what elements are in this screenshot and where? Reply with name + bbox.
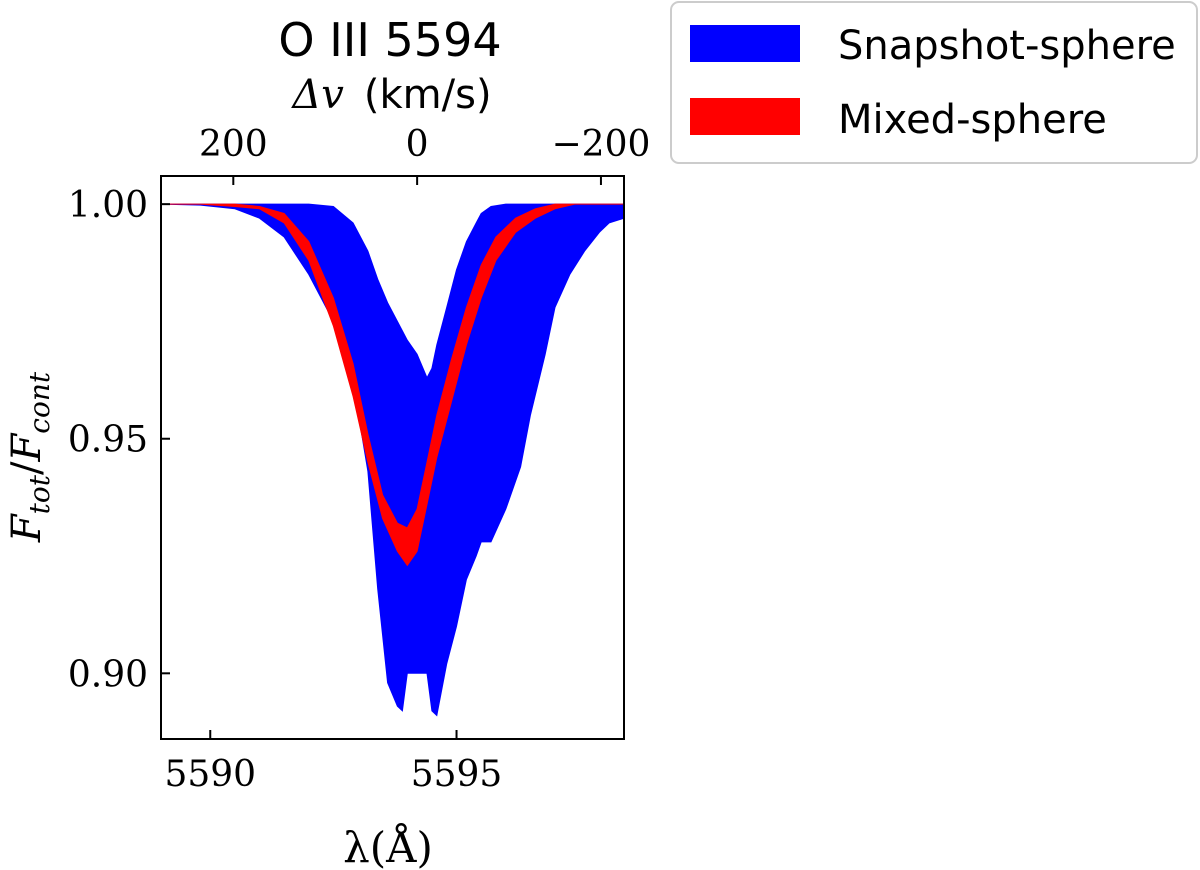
top-axis-label: Δv (km/s) <box>290 72 491 118</box>
y-tick-label: 0.95 <box>68 420 148 461</box>
series-band-snapshot-sphere <box>161 203 624 717</box>
plot-area <box>161 203 624 717</box>
x-axis-label: λ(Å) <box>343 822 433 870</box>
legend-swatch-mixed-sphere <box>690 98 800 135</box>
y-label-den-subscript: cont <box>23 371 56 434</box>
y-tick-label: 0.90 <box>68 654 148 695</box>
y-label-numerator: F <box>4 513 50 543</box>
tick-layer: 5590 5595 0.90 0.95 1.00 200 0 −200 <box>68 124 651 795</box>
top-tick-label: 0 <box>406 124 429 165</box>
y-axis-label: Ftot/Fcont <box>4 371 56 543</box>
legend-swatch-snapshot-sphere <box>690 25 800 62</box>
top-tick-label: 200 <box>199 124 268 165</box>
y-label-slash: / <box>4 461 50 475</box>
legend-label-mixed-sphere: Mixed-sphere <box>838 97 1107 143</box>
y-label-num-subscript: tot <box>23 474 56 514</box>
series-band-mixed-sphere <box>161 203 624 567</box>
axes-frame <box>160 175 625 740</box>
top-axis-label-units: (km/s) <box>364 72 492 118</box>
chart-title: O III 5594 <box>278 13 501 67</box>
x-tick-label: 5595 <box>411 754 503 795</box>
legend-frame <box>670 1 1198 164</box>
y-label-denominator: F <box>4 432 50 462</box>
top-tick-label: −200 <box>552 124 651 165</box>
legend-label-snapshot-sphere: Snapshot-sphere <box>838 23 1176 69</box>
y-tick-label: 1.00 <box>68 185 148 226</box>
top-axis-label-symbol: Δv <box>290 72 344 118</box>
legend: Snapshot-sphere Mixed-sphere <box>670 1 1198 164</box>
x-tick-label: 5590 <box>164 754 256 795</box>
